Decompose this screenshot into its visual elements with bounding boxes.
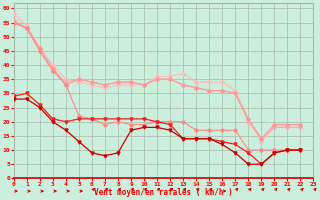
X-axis label: Vent moyen/en rafales ( km/h ): Vent moyen/en rafales ( km/h ) (94, 188, 233, 197)
